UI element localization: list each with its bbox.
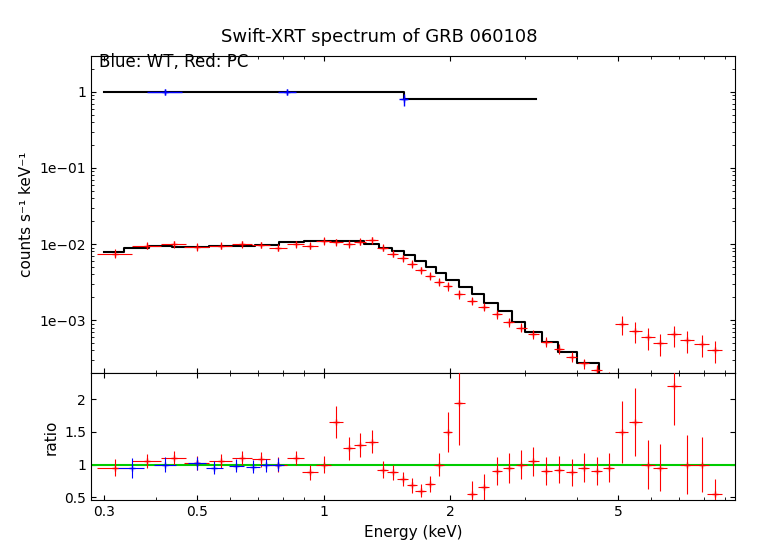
Y-axis label: ratio: ratio bbox=[43, 419, 58, 455]
X-axis label: Energy (keV): Energy (keV) bbox=[364, 525, 462, 540]
Text: Swift-XRT spectrum of GRB 060108: Swift-XRT spectrum of GRB 060108 bbox=[221, 28, 537, 46]
Y-axis label: counts s⁻¹ keV⁻¹: counts s⁻¹ keV⁻¹ bbox=[19, 152, 34, 277]
Text: Blue: WT, Red: PC: Blue: WT, Red: PC bbox=[99, 53, 248, 71]
